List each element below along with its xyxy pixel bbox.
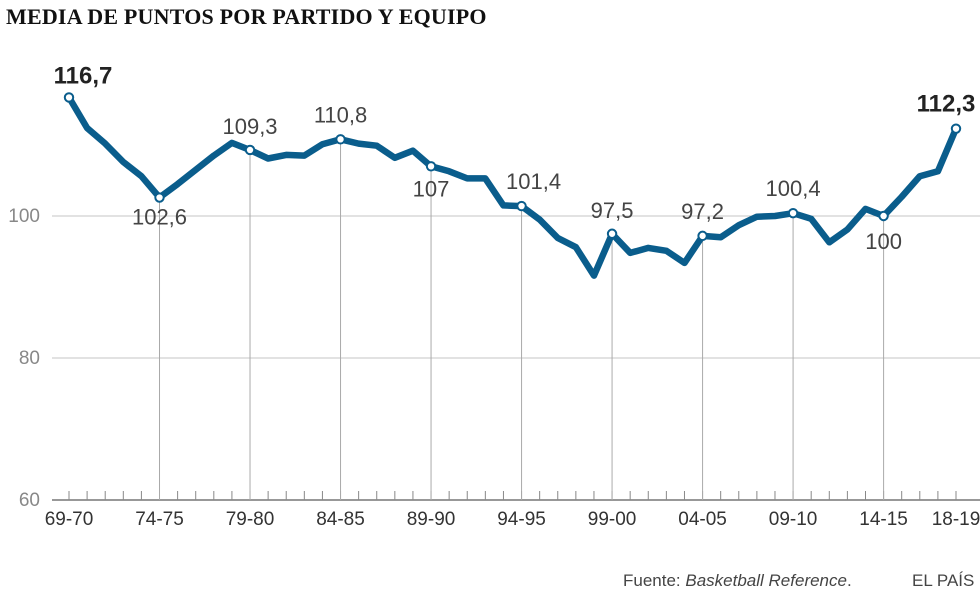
series-line (65, 94, 960, 279)
data-label: 100 (865, 229, 902, 254)
y-tick-label: 60 (19, 490, 40, 511)
x-tick-label: 84-85 (316, 509, 365, 530)
source-suffix: . (846, 571, 852, 590)
x-tick-label: 18-19 (932, 509, 980, 530)
data-label: 101,4 (506, 169, 561, 194)
source-prefix: Fuente: (623, 571, 686, 590)
x-tick-label: 79-80 (226, 509, 275, 530)
data-point-marker (425, 161, 437, 172)
data-label: 97,5 (591, 198, 634, 223)
chart-title: MEDIA DE PUNTOS POR PARTIDO Y EQUIPO (6, 4, 487, 29)
data-label: 107 (413, 176, 450, 201)
data-label: 97,2 (681, 199, 724, 224)
data-label: 109,3 (222, 114, 277, 139)
data-point-marker (950, 123, 962, 134)
data-point-marker (244, 144, 256, 156)
x-tick-label: 09-10 (769, 509, 818, 530)
data-point-marker (154, 192, 165, 203)
data-point-marker (697, 230, 708, 242)
x-tick-label: 74-75 (135, 509, 184, 530)
x-tick-label: 94-95 (497, 509, 546, 530)
data-label: 116,7 (54, 62, 113, 89)
source-name: Basketball Reference (685, 571, 847, 590)
data-point-marker (606, 228, 618, 239)
x-tick-label: 99-00 (588, 509, 637, 530)
x-tick-label: 89-90 (407, 509, 456, 530)
data-label: 100,4 (766, 176, 821, 201)
data-point-marker (878, 210, 889, 222)
x-tick-label: 69-70 (45, 509, 94, 530)
brand-label: EL PAÍS (912, 571, 975, 590)
y-tick-label: 80 (19, 348, 40, 369)
x-tick-label: 14-15 (859, 509, 908, 530)
data-label: 102,6 (132, 205, 187, 230)
data-label: 112,3 (917, 91, 976, 118)
y-tick-label: 100 (8, 206, 40, 227)
x-tick-label: 04-05 (678, 509, 727, 530)
source-note: Fuente: Basketball Reference. (623, 571, 852, 591)
data-point-marker (335, 134, 346, 145)
data-point-marker (63, 92, 75, 103)
data-label: 110,8 (314, 102, 367, 127)
data-point-marker (516, 200, 527, 212)
data-point-marker (787, 207, 799, 219)
